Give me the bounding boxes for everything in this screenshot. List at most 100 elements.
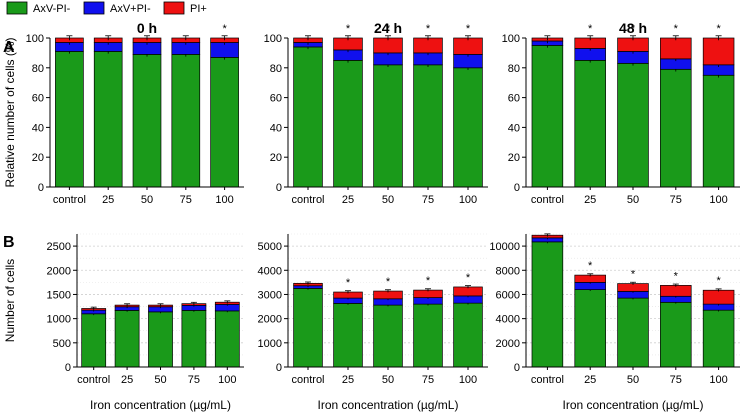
y-tick-label: 3000 (258, 289, 282, 301)
x-tick-label: control (77, 374, 110, 386)
y-tick-label: 40 (32, 122, 44, 134)
bar-axv-pi-50 (617, 297, 649, 368)
significance-star: * (466, 23, 471, 35)
y-tick-label: 0 (514, 362, 520, 374)
y-axis-title: Number of cells (3, 259, 17, 342)
x-axis-title: Iron concentration (µg/mL) (563, 398, 704, 412)
legend-label-live: AxV-PI- (33, 3, 71, 15)
x-tick-label: 75 (422, 194, 434, 206)
y-tick-label: 2000 (47, 265, 71, 277)
chart-a-24h: control * 25 * 50 * 75 * 100 0 20 40 60 80 100 24 h (264, 20, 488, 206)
x-axis-title: Iron concentration (µg/mL) (318, 398, 459, 412)
bar-axv-pi-100 (210, 57, 239, 188)
significance-star: * (346, 277, 351, 289)
chart-b-24h: control*25*50*75*10001000200030004000500… (258, 233, 488, 412)
y-tick-label: 0 (276, 182, 282, 194)
significance-star: * (386, 276, 391, 288)
bar-axv-pi-25 (114, 310, 140, 368)
bar-axv-pi-100 (214, 310, 240, 368)
y-tick-label: 60 (270, 93, 282, 105)
chart-title: 48 h (619, 20, 647, 36)
y-tick-label: 0 (65, 362, 71, 374)
y-tick-label: 1500 (47, 289, 71, 301)
y-tick-label: 60 (32, 93, 44, 105)
significance-star: * (674, 23, 679, 35)
y-tick-label: 1000 (47, 314, 71, 326)
significance-star: * (716, 23, 721, 35)
x-tick-label: 100 (459, 194, 477, 206)
chart-a-0h: control 25 50 75 * 100 0 20 40 60 80 100 0 h Relative… (3, 20, 244, 206)
y-tick-label: 20 (270, 152, 282, 164)
y-tick-label: 2000 (496, 338, 520, 350)
bar-axv-pi-100 (702, 309, 735, 368)
bar-axv-pi-75 (171, 54, 201, 188)
chart-a-48h: control * 25 * 50 * 75 * 100 0 20 40 60 80 100 48 h (502, 20, 740, 206)
bar-axv-pi-75 (660, 68, 692, 188)
significance-star: * (588, 260, 593, 272)
x-tick-label: 75 (670, 194, 682, 206)
chart-title: 0 h (137, 20, 157, 36)
x-tick-label: 75 (422, 374, 434, 386)
x-tick-label: 100 (218, 374, 236, 386)
significance-star: * (426, 275, 431, 287)
significance-star: * (588, 23, 593, 35)
x-tick-label: 25 (102, 194, 114, 206)
bar-pi-75 (660, 285, 692, 297)
legend: AxV-PI- AxV+PI- PI+ (6, 1, 207, 15)
bar-axv-pi-75 (660, 301, 692, 368)
bar-pi-100 (453, 286, 483, 297)
x-tick-label: 25 (584, 194, 596, 206)
x-tick-label: 50 (627, 374, 639, 386)
bar-axv-pi-100 (702, 74, 735, 188)
bar-pi-100 (453, 37, 483, 55)
chart-b-48h: control * 25 * 50 * 75 * 100 0 2000 4000 6000 8000 100… (489, 233, 740, 412)
x-tick-label: 100 (709, 194, 727, 206)
legend-label-dead: PI+ (190, 3, 207, 15)
y-tick-label: 500 (53, 338, 71, 350)
significance-star: * (386, 23, 391, 35)
x-tick-label: 50 (627, 194, 639, 206)
y-tick-label: 80 (32, 63, 44, 75)
legend-swatch-live (6, 1, 28, 15)
significance-star: * (426, 23, 431, 35)
legend-swatch-dead (163, 1, 185, 15)
bar-axv-pi-25 (333, 59, 363, 188)
y-tick-label: 4000 (496, 314, 520, 326)
x-tick-label: 25 (342, 194, 354, 206)
x-tick-label: 100 (709, 374, 727, 386)
bar-axv-pi-100 (453, 67, 483, 188)
x-tick-label: 25 (584, 374, 596, 386)
y-tick-label: 0 (38, 182, 44, 194)
x-tick-label: 100 (459, 374, 477, 386)
bar-axv-pi-control (531, 241, 564, 368)
x-tick-label: control (531, 374, 564, 386)
y-tick-label: 20 (32, 152, 44, 164)
significance-star: * (346, 23, 351, 35)
y-tick-label: 10000 (489, 241, 520, 253)
x-tick-label: control (291, 194, 324, 206)
bar-axv-pi-50 (132, 54, 162, 188)
x-tick-label: 50 (382, 194, 394, 206)
bar-axv-pi-50 (148, 311, 173, 368)
x-tick-label: 50 (382, 374, 394, 386)
significance-star: * (631, 269, 636, 281)
legend-swatch-early-apoptotic (83, 1, 105, 15)
row-label-b: B (3, 234, 15, 251)
chart-b-0h: control 25 50 75 10005001000150020002500Numb… (3, 233, 244, 412)
y-tick-label: 6000 (496, 289, 520, 301)
significance-star: * (674, 270, 679, 282)
significance-star: * (631, 23, 636, 35)
x-tick-label: control (291, 374, 324, 386)
y-axis-title: Relative number of cells (%) (3, 37, 17, 187)
bar-axv-pi-75 (181, 310, 207, 368)
x-tick-label: 100 (215, 194, 233, 206)
y-tick-label: 2500 (47, 241, 71, 253)
bar-axv-pi-100 (453, 302, 483, 368)
bar-axv-pi-control (293, 288, 323, 368)
bar-axv-pi-50 (373, 64, 403, 188)
x-tick-label: 75 (188, 374, 200, 386)
bar-axv-pi-control (293, 46, 323, 188)
y-tick-label: 1000 (258, 338, 282, 350)
bar-axv-pi-50 (617, 62, 649, 188)
significance-star: * (716, 275, 721, 287)
